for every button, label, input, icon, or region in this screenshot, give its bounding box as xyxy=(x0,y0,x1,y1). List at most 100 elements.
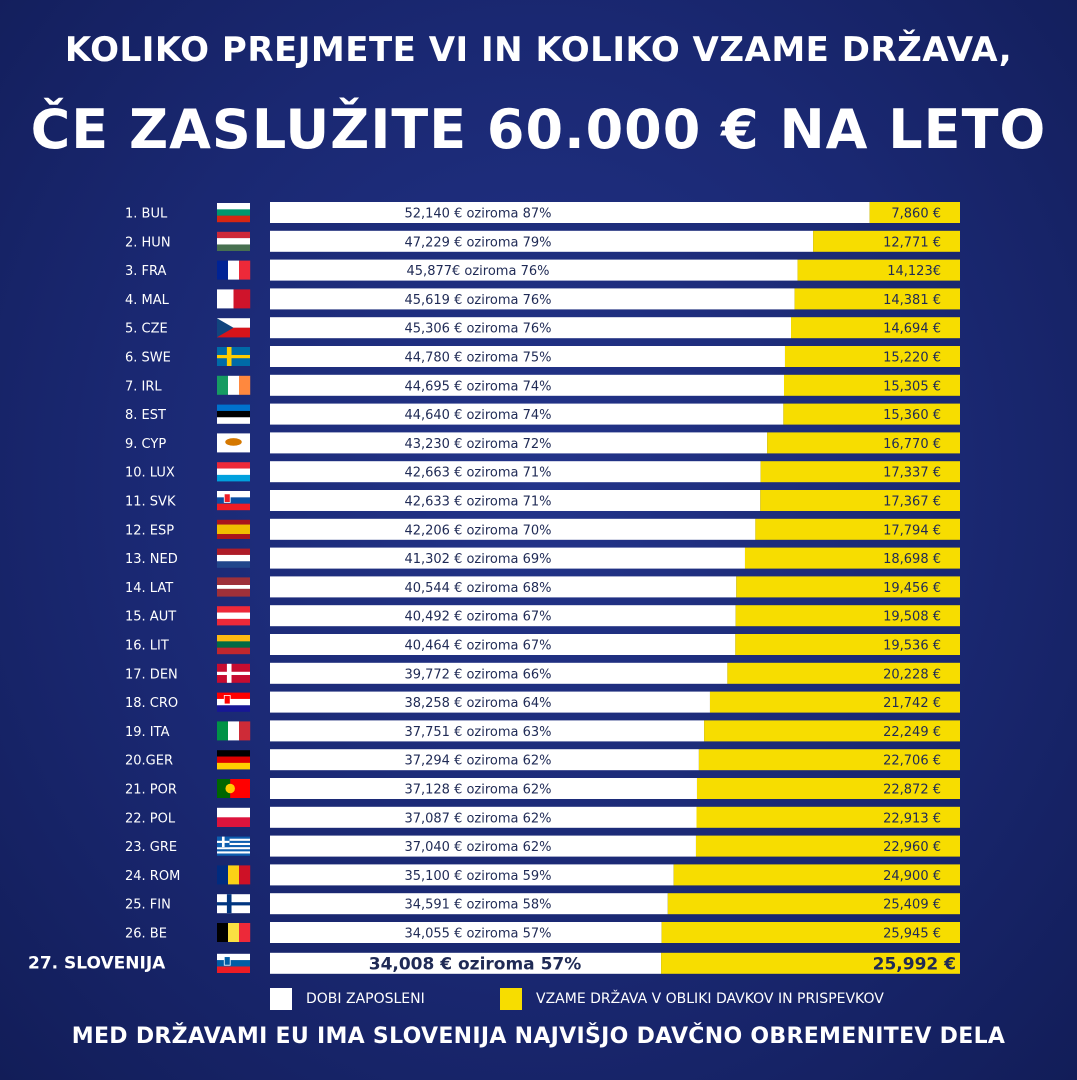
tax-value-label: 22,913 € xyxy=(883,811,941,826)
tax-value-label: 15,220 € xyxy=(883,351,941,366)
net-bar xyxy=(270,461,761,483)
tax-value-label: 22,872 € xyxy=(883,783,941,798)
net-bar xyxy=(270,605,736,627)
tax-bar xyxy=(735,605,960,627)
country-label: 17. DEN xyxy=(125,667,178,682)
net-value-label: 35,100 € oziroma 59% xyxy=(404,869,551,884)
net-bar xyxy=(270,547,745,569)
tax-bar xyxy=(755,518,960,540)
latvia-flag-icon xyxy=(217,577,250,597)
net-bar xyxy=(270,835,696,857)
tax-bar xyxy=(813,230,960,252)
chart-row: 26. BE 34,055 € oziroma 57% 25,945 € xyxy=(125,922,960,943)
net-bar xyxy=(270,346,785,367)
net-bar xyxy=(270,317,792,339)
net-bar xyxy=(270,374,784,396)
net-bar xyxy=(270,230,814,252)
net-value-label: 34,591 € oziroma 58% xyxy=(404,898,551,913)
tax-bar xyxy=(704,720,960,742)
poland-flag-icon xyxy=(217,807,250,827)
tax-bar xyxy=(727,662,960,684)
country-label: 19. ITA xyxy=(125,725,170,740)
sweden-flag-icon xyxy=(217,347,250,366)
greece-flag-icon xyxy=(217,836,250,856)
tax-value-label: 19,508 € xyxy=(883,610,941,625)
net-bar xyxy=(270,490,761,511)
country-label: 22. POL xyxy=(125,811,176,826)
denmark-flag-icon xyxy=(217,663,250,683)
country-label: 2. HUN xyxy=(125,235,171,250)
belgium-flag-icon xyxy=(217,923,251,942)
tax-value-label: 21,742 € xyxy=(883,696,941,711)
tax-bar xyxy=(791,317,960,339)
net-value-label: 37,040 € oziroma 62% xyxy=(404,840,551,855)
net-value-label: 42,633 € oziroma 71% xyxy=(404,495,551,510)
chart-row: 4. MAL 45,619 € oziroma 76% 14,381 € xyxy=(125,288,960,310)
net-value-label: 37,087 € oziroma 62% xyxy=(404,811,551,826)
legend-tax: VZAME DRŽAVA V OBLIKI DAVKOV IN PRISPEVK… xyxy=(500,988,884,1010)
net-bar xyxy=(270,576,737,598)
tax-value-label: 16,770 € xyxy=(883,437,941,452)
country-label: 12. ESP xyxy=(125,523,174,538)
legend-tax-swatch xyxy=(500,988,522,1010)
net-value-label: 42,663 € oziroma 71% xyxy=(404,466,551,481)
country-label: 26. BE xyxy=(125,927,167,942)
netherlands-flag-icon xyxy=(217,548,250,568)
chart-row: 13. NED 41,302 € oziroma 69% 18,698 € xyxy=(125,547,960,569)
austria-flag-icon xyxy=(217,606,250,626)
country-label: 6. SWE xyxy=(125,351,171,366)
legend-tax-label: VZAME DRŽAVA V OBLIKI DAVKOV IN PRISPEVK… xyxy=(536,991,884,1007)
net-bar xyxy=(270,403,784,425)
chart-row: 8. EST 44,640 € oziroma 74% 15,360 € xyxy=(125,403,960,425)
legend-net-swatch xyxy=(270,988,292,1010)
net-bar xyxy=(270,259,798,281)
chart-row: 9. CYP 43,230 € oziroma 72% 16,770 € xyxy=(125,432,960,454)
chart-row: 3. FRA 45,877€ oziroma 76% 14,123€ xyxy=(125,259,960,281)
net-bar xyxy=(270,634,736,655)
net-bar xyxy=(270,806,697,828)
net-value-label: 34,055 € oziroma 57% xyxy=(404,927,551,942)
romania-flag-icon xyxy=(217,865,251,885)
country-label: 13. NED xyxy=(125,552,178,567)
country-label: 14. LAT xyxy=(125,581,173,596)
portugal-flag-icon xyxy=(217,779,250,798)
country-label: 25. FIN xyxy=(125,898,171,913)
footer-statement: MED DRŽAVAMI EU IMA SLOVENIJA NAJVIŠJO D… xyxy=(71,1024,1006,1049)
legend-net-label: DOBI ZAPOSLENI xyxy=(306,991,425,1007)
chart-row: 12. ESP 42,206 € oziroma 70% 17,794 € xyxy=(125,518,960,540)
slovenia-flag-icon xyxy=(217,953,250,973)
chart-row: 25. FIN 34,591 € oziroma 58% 25,409 € xyxy=(125,893,960,915)
chart-row: 1. BUL 52,140 € oziroma 87% 7,860 € xyxy=(125,202,960,223)
country-label: 16. LIT xyxy=(125,639,169,654)
tax-value-label: 20,228 € xyxy=(883,667,941,682)
chart-row: 15. AUT 40,492 € oziroma 67% 19,508 € xyxy=(125,605,960,627)
net-value-label: 34,008 € oziroma 57% xyxy=(369,954,582,974)
country-label: 8. EST xyxy=(125,408,166,423)
chart-row: 23. GRE 37,040 € oziroma 62% 22,960 € xyxy=(125,835,960,857)
net-bar xyxy=(270,720,705,742)
tax-value-label: 12,771 € xyxy=(883,235,941,250)
net-value-label: 44,780 € oziroma 75% xyxy=(404,351,551,366)
net-value-label: 40,464 € oziroma 67% xyxy=(404,639,551,654)
net-value-label: 47,229 € oziroma 79% xyxy=(404,235,551,250)
net-bar xyxy=(270,778,697,799)
chart-row: 6. SWE 44,780 € oziroma 75% 15,220 € xyxy=(125,346,960,367)
chart-row: 16. LIT 40,464 € oziroma 67% 19,536 € xyxy=(125,634,960,655)
net-bar xyxy=(270,952,662,974)
tax-bar xyxy=(696,806,960,828)
net-value-label: 45,877€ oziroma 76% xyxy=(407,264,550,279)
tax-bar xyxy=(760,461,960,483)
finland-flag-icon xyxy=(217,894,250,914)
tax-value-label: 17,794 € xyxy=(883,523,941,538)
tax-value-label: 25,409 € xyxy=(883,898,941,913)
croatia-flag-icon xyxy=(217,692,250,712)
country-label: 11. SVK xyxy=(125,495,176,510)
bulgaria-flag-icon xyxy=(217,203,250,223)
country-label: 20.GER xyxy=(125,754,173,769)
net-bar xyxy=(270,202,870,223)
legend-net: DOBI ZAPOSLENI xyxy=(270,988,425,1010)
tax-value-label: 19,536 € xyxy=(883,639,941,654)
chart-row: 10. LUX 42,663 € oziroma 71% 17,337 € xyxy=(125,461,960,483)
tax-bar xyxy=(735,634,960,655)
net-value-label: 38,258 € oziroma 64% xyxy=(404,696,551,711)
